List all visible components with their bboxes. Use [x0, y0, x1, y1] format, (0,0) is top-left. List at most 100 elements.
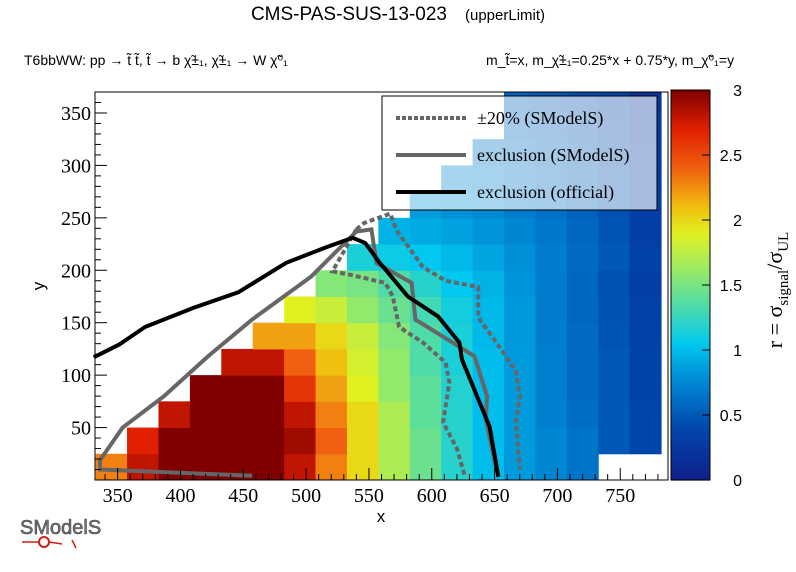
- colorbar-segment: [671, 437, 710, 442]
- colorbar-segment: [671, 346, 710, 351]
- colorbar-segment: [671, 223, 710, 228]
- heatmap-cell: [346, 322, 379, 350]
- colorbar-segment: [671, 239, 710, 244]
- colorbar-segment: [671, 213, 710, 218]
- colorbar-tick-label: 2: [733, 213, 742, 230]
- heatmap-cell: [409, 427, 442, 455]
- title-subtitle: (upperLimit): [465, 7, 546, 24]
- heatmap-cell: [378, 401, 411, 429]
- colorbar-segment: [671, 366, 710, 371]
- colorbar-segment: [671, 463, 710, 468]
- heatmap-cell: [598, 348, 631, 376]
- colorbar-segment: [671, 259, 710, 263]
- heatmap-cell: [378, 322, 411, 350]
- x-tick-label: 500: [291, 485, 321, 507]
- z-axis-label: r = σsignal/σUL: [762, 232, 792, 348]
- heatmap-cell: [566, 270, 599, 297]
- colorbar-segment: [671, 112, 710, 117]
- colorbar-segment: [671, 268, 710, 273]
- x-tick-label: 350: [103, 485, 133, 507]
- x-tick-label: 600: [417, 485, 447, 507]
- colorbar-segment: [671, 444, 710, 449]
- colorbar-segment: [671, 106, 710, 111]
- heatmap-cell: [284, 296, 317, 324]
- colorbar-segment: [671, 343, 710, 348]
- heatmap-cell: [346, 375, 379, 402]
- heatmap-cell: [629, 322, 662, 350]
- heatmap-cell: [598, 244, 631, 271]
- colorbar-segment: [671, 181, 710, 185]
- heatmap-cell: [315, 401, 348, 429]
- y-tick-label: 200: [61, 260, 91, 282]
- colorbar-segment: [671, 288, 710, 293]
- colorbar-segment: [671, 103, 710, 107]
- heatmap-cell: [566, 296, 599, 324]
- y-tick-label: 50: [71, 418, 91, 440]
- heatmap-cell: [346, 427, 379, 455]
- heatmap-cell: [252, 348, 285, 376]
- colorbar-segment: [671, 90, 710, 94]
- colorbar-segment: [671, 320, 710, 325]
- heatmap-cell: [284, 375, 317, 402]
- heatmap-cell: [535, 453, 568, 481]
- heatmap-cell: [472, 244, 505, 271]
- colorbar-segment: [671, 119, 710, 124]
- heatmap-cell: [598, 217, 631, 245]
- colorbar-tick-label: 1: [733, 343, 742, 360]
- x-tick-label: 700: [542, 485, 572, 507]
- logo-decoration: [22, 539, 77, 549]
- heatmap-cell: [504, 296, 536, 324]
- colorbar-segment: [671, 415, 710, 419]
- colorbar-segment: [671, 450, 710, 455]
- y-tick-label: 300: [61, 155, 91, 177]
- colorbar-segment: [671, 145, 710, 150]
- colorbar-segment: [671, 226, 710, 231]
- heatmap-cell: [252, 322, 285, 350]
- colorbar-segment: [671, 174, 710, 179]
- heatmap-cell: [252, 375, 285, 402]
- colorbar-segment: [671, 210, 710, 215]
- colorbar-segment: [671, 132, 710, 137]
- heatmap-cell: [158, 401, 191, 429]
- heatmap-cell: [221, 375, 254, 402]
- heatmap-cell: [409, 217, 442, 245]
- heatmap-cell: [284, 322, 317, 350]
- heatmap-cell: [409, 453, 442, 481]
- heatmap-cell: [629, 296, 662, 324]
- heatmap-cell: [535, 375, 568, 402]
- colorbar-segment: [671, 116, 710, 120]
- colorbar-segment: [671, 220, 710, 224]
- colorbar-segment: [671, 307, 710, 312]
- y-axis-label: y: [29, 281, 48, 290]
- colorbar-segment: [671, 207, 710, 211]
- heatmap-cell: [315, 322, 348, 350]
- heatmap-cell: [378, 348, 411, 376]
- colorbar-segment: [671, 161, 710, 166]
- colorbar-segment: [671, 236, 710, 241]
- title-text: CMS-PAS-SUS-13-023: [250, 4, 447, 25]
- heatmap-cell: [221, 348, 254, 376]
- logo-text: SModelS: [20, 517, 101, 539]
- colorbar-segment: [671, 301, 710, 306]
- heatmap-cell: [598, 296, 631, 324]
- colorbar-segment: [671, 304, 710, 309]
- colorbar-segment: [671, 151, 710, 156]
- heatmap-cell: [504, 244, 536, 271]
- heatmap-cell: [598, 270, 631, 297]
- heatmap-cell: [504, 322, 536, 350]
- z-axis-label-main: r = σ: [762, 305, 787, 348]
- heatmap-cell: [566, 217, 599, 245]
- colorbar-segment: [671, 197, 710, 202]
- colorbar-segment: [671, 330, 710, 335]
- heatmap-cell: [189, 375, 222, 402]
- colorbar-segment: [671, 476, 710, 481]
- colorbar-segment: [671, 392, 710, 397]
- colorbar-segment: [671, 168, 710, 172]
- y-tick-label: 100: [61, 365, 91, 387]
- colorbar-segment: [671, 385, 710, 390]
- color-bar: 0 0.5 1 1.5 2 2.5 3: [670, 83, 742, 490]
- colorbar-segment: [671, 200, 710, 205]
- colorbar-segment: [671, 327, 710, 332]
- colorbar-segment: [671, 177, 710, 182]
- y-tick-label: 250: [61, 208, 91, 230]
